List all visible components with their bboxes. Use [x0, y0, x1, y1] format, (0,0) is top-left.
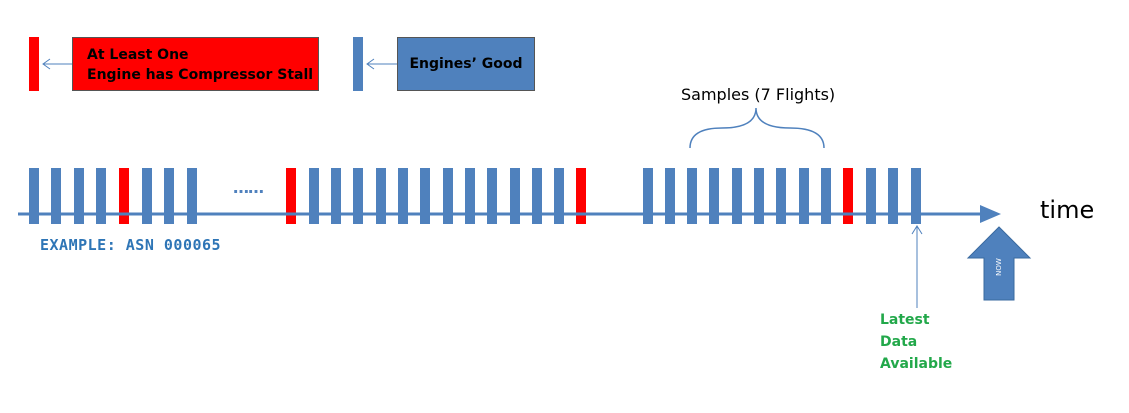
flight-bar-good: [687, 168, 697, 224]
flight-bar-good: [888, 168, 898, 224]
legend-stall-pointer-arrowhead: [42, 58, 51, 70]
flight-bar-good: [866, 168, 876, 224]
flight-bar-good: [74, 168, 84, 224]
flight-bar-good: [799, 168, 809, 224]
time-axis-arrowhead: [980, 205, 1001, 223]
flight-bar-stall: [286, 168, 296, 224]
flight-bar-good: [732, 168, 742, 224]
flight-bar-stall: [843, 168, 853, 224]
flight-bar-good: [164, 168, 174, 224]
legend-good-box: Engines’ Good: [397, 37, 535, 91]
flight-bar-good: [353, 168, 363, 224]
flight-bar-good: [376, 168, 386, 224]
latest-line1: Latest: [880, 312, 930, 328]
legend-stall-line2: Engine has Compressor Stall: [87, 67, 314, 83]
flight-bar-good: [29, 168, 39, 224]
now-label: NOW: [995, 258, 1003, 276]
flight-bar-good: [309, 168, 319, 224]
flight-bar-good: [643, 168, 653, 224]
flight-bar-stall: [576, 168, 586, 224]
flight-bar-good: [821, 168, 831, 224]
flight-bar-good: [754, 168, 764, 224]
flight-bar-good: [776, 168, 786, 224]
latest-line3: Available: [880, 356, 953, 372]
legend-good-label: Engines’ Good: [409, 56, 523, 72]
latest-line2: Data: [880, 334, 918, 350]
ellipsis: ……: [233, 178, 264, 197]
legend-good-swatch: [353, 37, 363, 91]
flight-bar-good: [532, 168, 542, 224]
flight-bar-good: [142, 168, 152, 224]
flight-bar-good: [510, 168, 520, 224]
flight-bar-good: [665, 168, 675, 224]
flight-bar-good: [911, 168, 921, 224]
flight-bar-good: [443, 168, 453, 224]
latest-data-pointer-arrowhead: [911, 225, 923, 235]
legend-stall-box: At Least One Engine has Compressor Stall: [72, 37, 319, 91]
flight-bar-good: [51, 168, 61, 224]
flight-bar-good: [487, 168, 497, 224]
flight-bar-good: [554, 168, 564, 224]
samples-label: Samples (7 Flights): [681, 85, 836, 104]
flight-bar-good: [709, 168, 719, 224]
legend-good-pointer-arrowhead: [366, 58, 375, 70]
legend-stall-line1: At Least One: [87, 47, 189, 63]
legend-stall-swatch: [29, 37, 39, 91]
flight-bars: [29, 168, 921, 224]
flight-bar-stall: [119, 168, 129, 224]
example-label: EXAMPLE: ASN 000065: [40, 236, 222, 254]
samples-brace: [689, 107, 825, 149]
flight-bar-good: [331, 168, 341, 224]
latest-data-label: Latest Data Available: [880, 309, 952, 375]
now-arrow: [966, 226, 1032, 301]
flight-bar-good: [187, 168, 197, 224]
time-axis-label: time: [1040, 196, 1095, 224]
flight-bar-good: [420, 168, 430, 224]
flight-bar-good: [398, 168, 408, 224]
flight-bar-good: [465, 168, 475, 224]
flight-bar-good: [96, 168, 106, 224]
